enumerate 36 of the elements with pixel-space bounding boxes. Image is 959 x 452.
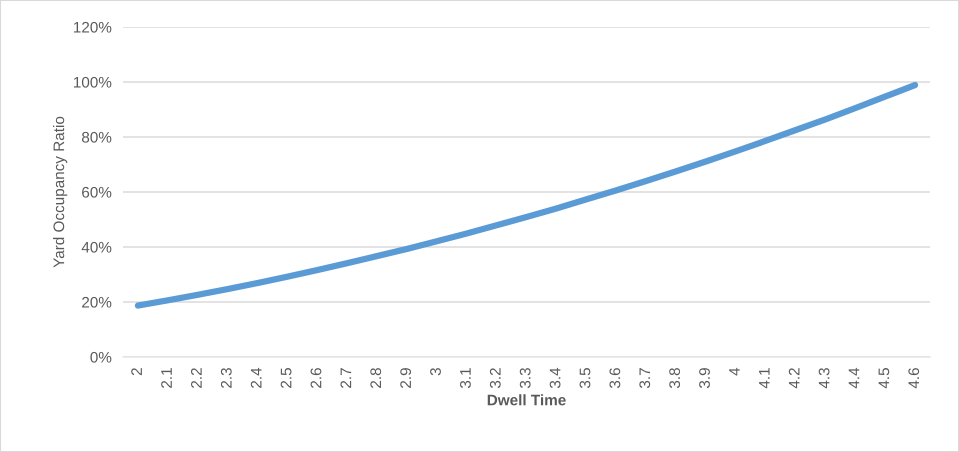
- x-tick-label: 3: [430, 368, 441, 376]
- x-tick-label: 2.4: [250, 368, 262, 388]
- x-tick-label: 2.8: [370, 368, 382, 388]
- x-tick-label: 4.6: [908, 368, 920, 388]
- y-tick-label: 40%: [82, 242, 112, 253]
- x-tick-label: 4: [729, 368, 740, 376]
- x-tick-label: 3.4: [550, 368, 560, 388]
- x-tick-label: 4.3: [818, 368, 830, 388]
- x-tick-label: 3.9: [699, 368, 710, 388]
- x-tick-label: 2.5: [280, 368, 292, 388]
- x-tick-label: 4.2: [788, 368, 800, 388]
- x-tick-label: 3.5: [580, 368, 590, 388]
- y-tick-label: 0%: [90, 352, 112, 363]
- x-axis-title: Dwell Time: [488, 394, 566, 406]
- y-tick-label: 100%: [74, 76, 112, 88]
- x-tick-label: 2.1: [161, 368, 172, 388]
- x-tick-label: 4.4: [848, 368, 860, 388]
- x-tick-label: 3.3: [520, 368, 531, 388]
- x-tick-label: 3.2: [490, 368, 501, 388]
- x-tick-label: 2.9: [400, 368, 412, 388]
- x-tick-label: 2.6: [310, 368, 322, 388]
- x-tick-label: 3.1: [460, 368, 471, 388]
- y-axis-title: Yard Occupancy Ratio: [53, 116, 68, 268]
- x-tick-label: 3.7: [639, 368, 650, 388]
- x-tick-label: 3.8: [669, 368, 680, 388]
- x-tick-label: 2: [131, 368, 142, 376]
- y-tick-label: 80%: [82, 132, 112, 143]
- x-tick-label: 2.3: [220, 368, 232, 388]
- y-tick-label: 60%: [82, 186, 112, 198]
- x-tick-label: 4.1: [759, 368, 770, 388]
- x-tick-label: 4.5: [878, 368, 890, 388]
- x-tick-label: 2.7: [340, 368, 352, 388]
- x-tick-label: 3.6: [609, 368, 620, 388]
- y-tick-label: 120%: [74, 22, 112, 33]
- y-tick-label: 20%: [82, 296, 112, 308]
- x-tick-label: 2.2: [191, 368, 202, 388]
